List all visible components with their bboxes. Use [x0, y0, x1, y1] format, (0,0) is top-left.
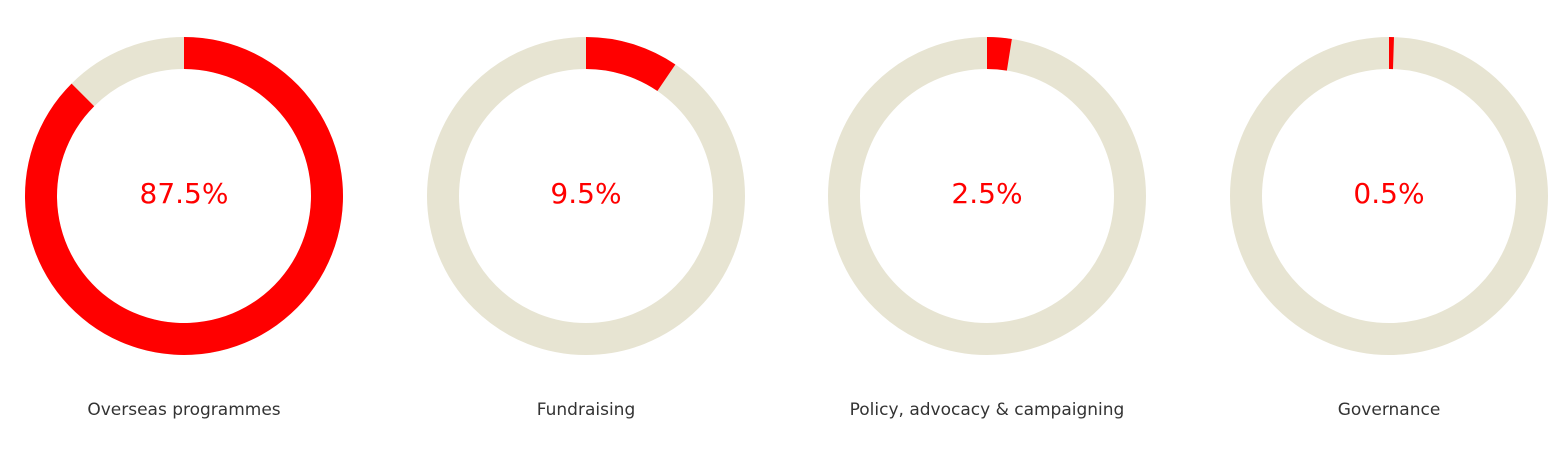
donut-value: 2.5%	[951, 177, 1023, 210]
donut-card-governance: 0.5% Governance	[1189, 0, 1564, 459]
donut-chart-overseas-programmes	[24, 37, 343, 355]
donut-arc-governance	[1389, 37, 1394, 70]
donut-arc-fundraising	[586, 37, 676, 91]
donut-label: Overseas programmes	[87, 400, 281, 420]
donut-arc-policy-advocacy-campaigning	[987, 37, 1012, 71]
donut-chart-policy-advocacy-campaigning	[828, 37, 1146, 355]
donut-label: Fundraising	[536, 400, 636, 420]
donut-chart-governance	[1230, 37, 1548, 355]
donut-card-fundraising: 9.5% Fundraising	[386, 0, 786, 459]
donut-value: 9.5%	[550, 177, 622, 210]
donut-label: Governance	[1337, 400, 1441, 420]
donut-chart-fundraising	[427, 37, 745, 355]
donut-value: 0.5%	[1353, 177, 1425, 210]
donut-card-policy-advocacy-campaigning: 2.5% Policy, advocacy & campaigning	[787, 0, 1187, 459]
donut-value: 87.5%	[139, 177, 229, 210]
donut-card-overseas-programmes: 87.5% Overseas programmes	[0, 0, 384, 459]
donut-label: Policy, advocacy & campaigning	[849, 400, 1125, 420]
